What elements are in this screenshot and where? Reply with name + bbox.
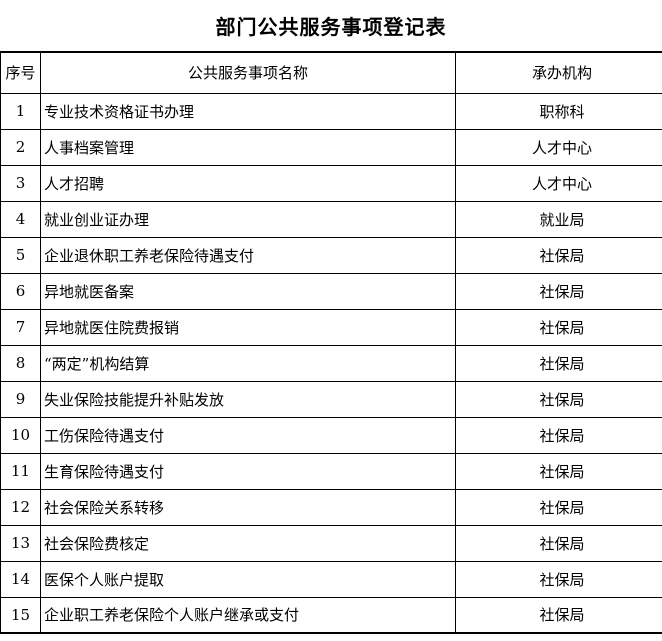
agency-cell: 社保局 <box>455 236 662 274</box>
row-index-cell: 1 <box>0 92 41 130</box>
agency-cell: 人才中心 <box>455 128 662 166</box>
row-index-cell: 7 <box>0 308 41 346</box>
agency-cell: 社保局 <box>455 416 662 454</box>
agency-cell: 人才中心 <box>455 164 662 202</box>
agency-cell: 社保局 <box>455 380 662 418</box>
table-header: 序号 公共服务事项名称 承办机构 <box>0 51 662 94</box>
agency-cell: 社保局 <box>455 344 662 382</box>
row-index-cell: 5 <box>0 236 41 274</box>
row-index-cell: 3 <box>0 164 41 202</box>
table-row: 12 社会保险关系转移 社保局 <box>0 488 662 526</box>
column-header-index: 序号 <box>0 51 41 94</box>
agency-cell: 社保局 <box>455 452 662 490</box>
row-index-cell: 2 <box>0 128 41 166</box>
table-row: 13 社会保险费核定 社保局 <box>0 524 662 562</box>
table-row: 4 就业创业证办理 就业局 <box>0 200 662 238</box>
table-row: 2 人事档案管理 人才中心 <box>0 128 662 166</box>
row-index-cell: 6 <box>0 272 41 310</box>
service-registry-table: 序号 公共服务事项名称 承办机构 1 专业技术资格证书办理 职称科 2 人事档案管理 人才… <box>0 51 662 634</box>
row-index-cell: 14 <box>0 560 41 598</box>
table-body: 1 专业技术资格证书办理 职称科 2 人事档案管理 人才中心 3 人才招聘 人才中心 4 就业创业证… <box>0 92 662 634</box>
agency-cell: 职称科 <box>455 92 662 130</box>
column-header-agency: 承办机构 <box>455 51 662 94</box>
table-row: 10 工伤保险待遇支付 社保局 <box>0 416 662 454</box>
table-row: 6 异地就医备案 社保局 <box>0 272 662 310</box>
row-index-cell: 13 <box>0 524 41 562</box>
service-name-cell: 人事档案管理 <box>40 128 456 166</box>
agency-cell: 就业局 <box>455 200 662 238</box>
agency-cell: 社保局 <box>455 524 662 562</box>
service-name-cell: 工伤保险待遇支付 <box>40 416 456 454</box>
table-row: 1 专业技术资格证书办理 职称科 <box>0 92 662 130</box>
service-name-cell: 就业创业证办理 <box>40 200 456 238</box>
agency-cell: 社保局 <box>455 308 662 346</box>
page-title: 部门公共服务事项登记表 <box>215 15 447 39</box>
row-index-cell: 8 <box>0 344 41 382</box>
table-row: 3 人才招聘 人才中心 <box>0 164 662 202</box>
service-name-cell: 人才招聘 <box>40 164 456 202</box>
row-index-cell: 11 <box>0 452 41 490</box>
row-index-cell: 9 <box>0 380 41 418</box>
agency-cell: 社保局 <box>455 272 662 310</box>
table-row: 7 异地就医住院费报销 社保局 <box>0 308 662 346</box>
table-row: 11 生育保险待遇支付 社保局 <box>0 452 662 490</box>
row-index-cell: 15 <box>0 596 41 634</box>
table-row: 8 “两定”机构结算 社保局 <box>0 344 662 382</box>
service-name-cell: 企业职工养老保险个人账户继承或支付 <box>40 596 456 634</box>
table-row: 15 企业职工养老保险个人账户继承或支付 社保局 <box>0 596 662 634</box>
service-name-cell: 异地就医住院费报销 <box>40 308 456 346</box>
row-index-cell: 4 <box>0 200 41 238</box>
agency-cell: 社保局 <box>455 488 662 526</box>
service-name-cell: 失业保险技能提升补贴发放 <box>40 380 456 418</box>
service-name-cell: 异地就医备案 <box>40 272 456 310</box>
service-name-cell: 企业退休职工养老保险待遇支付 <box>40 236 456 274</box>
column-header-service-name: 公共服务事项名称 <box>40 51 456 94</box>
table-row: 9 失业保险技能提升补贴发放 社保局 <box>0 380 662 418</box>
service-name-cell: 社会保险费核定 <box>40 524 456 562</box>
agency-cell: 社保局 <box>455 560 662 598</box>
table-row: 14 医保个人账户提取 社保局 <box>0 560 662 598</box>
row-index-cell: 12 <box>0 488 41 526</box>
service-name-cell: “两定”机构结算 <box>40 344 456 382</box>
service-name-cell: 专业技术资格证书办理 <box>40 92 456 130</box>
agency-cell: 社保局 <box>455 596 662 634</box>
row-index-cell: 10 <box>0 416 41 454</box>
service-name-cell: 社会保险关系转移 <box>40 488 456 526</box>
service-name-cell: 生育保险待遇支付 <box>40 452 456 490</box>
service-name-cell: 医保个人账户提取 <box>40 560 456 598</box>
header-row: 序号 公共服务事项名称 承办机构 <box>0 51 662 94</box>
table-row: 5 企业退休职工养老保险待遇支付 社保局 <box>0 236 662 274</box>
